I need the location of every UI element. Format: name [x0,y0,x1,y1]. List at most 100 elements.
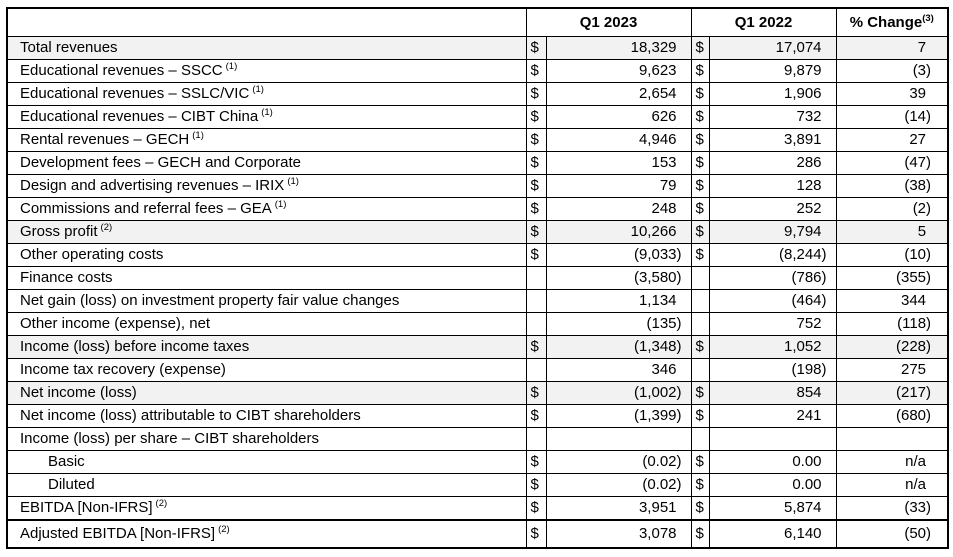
row-label-cell: Net gain (loss) on investment property f… [6,289,527,313]
row-label: Net gain (loss) on investment property f… [20,292,400,309]
amount-cell-2022: 1,052) [708,335,837,359]
table-row: EBITDA [Non-IFRS](2)$3,951)$5,874)(33) [6,496,949,521]
amount-cell-2022-value: 0.00 [792,476,822,493]
amount-cell-2023: 10,266) [545,220,692,244]
pct-change-cell: 27) [835,128,949,152]
row-label: Income tax recovery (expense) [20,361,226,378]
table-row: Educational revenues – SSCC(1)$9,623)$9,… [6,59,949,83]
dollar-sign-cell-2023 [525,312,547,336]
amount-cell-2022: 1,906) [708,82,837,106]
financial-summary-table: Q1 2023 Q1 2022 % Change(3) Total revenu… [6,7,950,549]
pct-change-cell-value: (10) [904,246,932,263]
table-row: Net income (loss) attributable to CIBT s… [6,404,949,428]
pct-change-cell-value: (3) [912,62,932,79]
row-label: Adjusted EBITDA [Non-IFRS] [20,525,216,542]
row-label: Gross profit [20,223,98,240]
amount-cell-2022-value: 9,879 [783,62,822,79]
amount-cell-2023-value: 4,946 [638,131,677,148]
pct-change-cell-value: 27 [909,131,927,148]
amount-cell-2022: 0.00) [708,473,837,497]
header-q1-2022: Q1 2022 [690,7,837,37]
amount-cell-2023: (1,348) [545,335,692,359]
dollar-sign-cell-2022: $ [690,174,710,198]
row-label: Development fees – GECH and Corporate [20,154,301,171]
amount-cell-2023-value: 10,266 [630,223,677,240]
dollar-sign-cell-2023: $ [525,197,547,221]
dollar-sign-cell-2022 [690,427,710,451]
row-footnote-marker: (2) [218,524,230,535]
amount-cell-2022-value: 3,891 [783,131,822,148]
row-footnote-marker: (1) [287,176,299,187]
row-label: Educational revenues – SSCC [20,62,223,79]
table-row: Basic $ (0.02) $0.00)n/a) [6,450,949,474]
header-empty-cell [6,7,527,37]
dollar-sign-cell-2023 [525,289,547,313]
row-label-cell: Diluted [6,473,527,497]
pct-change-cell: 275) [835,358,949,382]
dollar-sign-cell-2022: $ [690,404,710,428]
amount-cell-2023: 153) [545,151,692,175]
amount-cell-2022-value: 752 [796,315,822,332]
pct-change-cell-value: (50) [904,525,932,542]
table-row: Educational revenues – CIBT China (1) $626… [6,105,949,129]
amount-cell-2023-value: 346 [651,361,677,378]
pct-change-cell: n/a) [835,450,949,474]
row-label-cell: Basic [6,450,527,474]
table-row: Other income (expense), net (135) 752) (118… [6,312,949,336]
pct-change-cell: (38) [835,174,949,198]
amount-cell-2023: 79) [545,174,692,198]
dollar-sign-cell-2022 [690,289,710,313]
amount-cell-2023-value: 79 [659,177,677,194]
amount-cell-2023-value: 153 [651,154,677,171]
pct-change-cell-value: (355) [896,269,932,286]
amount-cell-2022-value: 17,074 [775,39,822,56]
pct-change-cell: (3) [835,59,949,83]
dollar-sign-cell-2023: $ [525,36,547,60]
dollar-sign-cell-2022: $ [690,243,710,267]
pct-change-cell: (680) [835,404,949,428]
amount-cell-2023: 4,946) [545,128,692,152]
amount-cell-2023-value: (135) [646,315,682,332]
pct-change-cell: 344) [835,289,949,313]
amount-cell-2022: 752) [708,312,837,336]
pct-change-cell-value: (2) [912,200,932,217]
amount-cell-2022-value: 6,140 [783,525,822,542]
row-label: Total revenues [20,39,118,56]
dollar-sign-cell-2022: $ [690,220,710,244]
dollar-sign-cell-2023: $ [525,82,547,106]
pct-change-cell-value: (47) [904,154,932,171]
pct-change-cell [835,427,949,451]
row-label-cell: Commissions and referral fees – GEA (1) [6,197,527,221]
dollar-sign-cell-2022 [690,312,710,336]
amount-cell-2022: 241) [708,404,837,428]
table-row: Finance costs (3,580) (786) (355) [6,266,949,290]
amount-cell-2022-value: (8,244) [779,246,827,263]
amount-cell-2023-value: 626 [651,108,677,125]
pct-change-cell: (118) [835,312,949,336]
row-label-cell: Adjusted EBITDA [Non-IFRS] (2) [6,519,527,549]
dollar-sign-cell-2023 [525,427,547,451]
amount-cell-2023: (0.02) [545,473,692,497]
pct-change-cell: (355) [835,266,949,290]
dollar-sign-cell-2023: $ [525,381,547,405]
row-label: Net income (loss) attributable to CIBT s… [20,407,361,424]
amount-cell-2022: 732) [708,105,837,129]
dollar-sign-cell-2022: $ [690,36,710,60]
row-label-cell: Gross profit (2) [6,220,527,244]
amount-cell-2023: 18,329) [545,36,692,60]
amount-cell-2022-value: 1,906 [783,85,822,102]
row-label: Design and advertising revenues – IRIX [20,177,285,194]
table-row: Other operating costs $ (9,033) $ (8,244) (10… [6,243,949,267]
row-label: Net income (loss) [20,384,137,401]
pct-change-cell: (2) [835,197,949,221]
pct-change-cell: 7) [835,36,949,60]
amount-cell-2022-value: 286 [796,154,822,171]
row-label-cell: Net income (loss) attributable to CIBT s… [6,404,527,428]
table-row: Income (loss) per share – CIBT sharehold… [6,427,949,451]
amount-cell-2022: 9,879) [708,59,837,83]
row-footnote-marker: (1) [192,130,204,141]
dollar-sign-cell-2023: $ [525,496,547,521]
dollar-sign-cell-2022: $ [690,519,710,549]
dollar-sign-cell-2023: $ [525,151,547,175]
